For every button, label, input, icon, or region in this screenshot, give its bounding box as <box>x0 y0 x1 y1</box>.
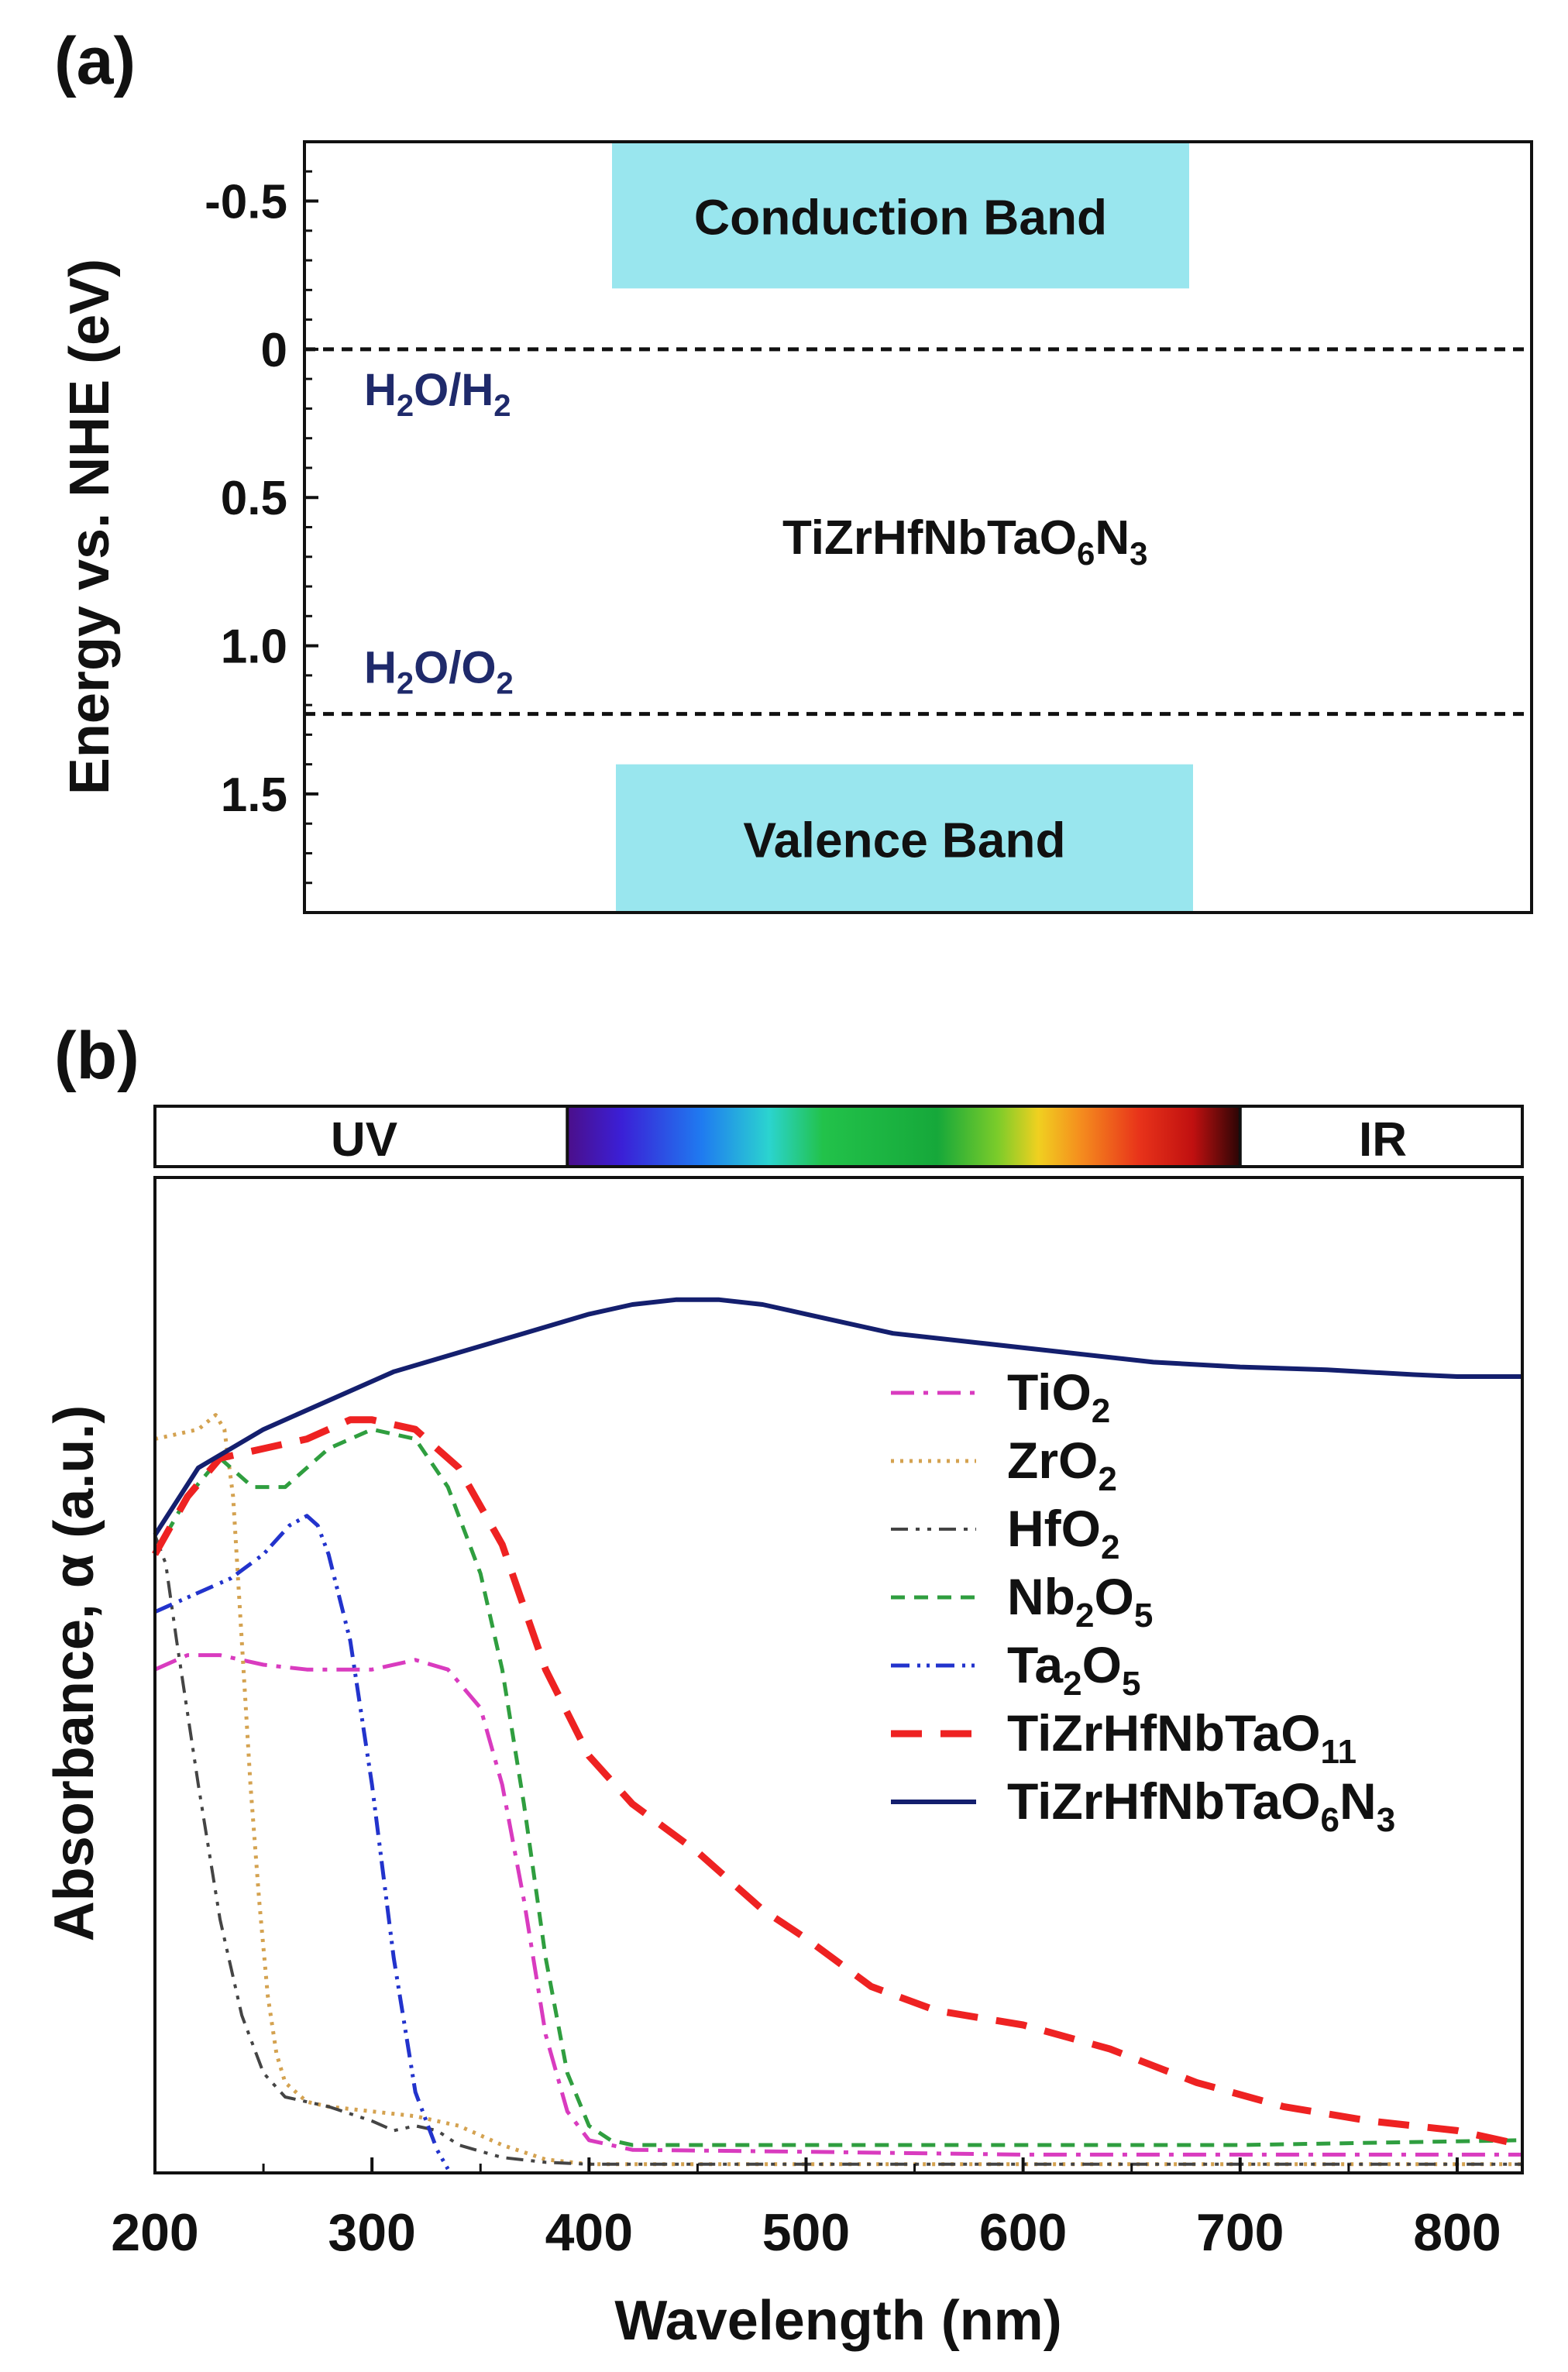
series-tio2-line <box>153 1653 1522 2157</box>
panel-b-x-ticks: 200 300 400 500 600 700 800 <box>111 2157 1501 2262</box>
x-tick-label: 600 <box>979 2203 1067 2262</box>
series-ta2o5-line <box>153 1514 450 2171</box>
panel-a-y-axis-title: Energy vs. NHE (eV) <box>59 259 121 795</box>
visible-spectrum-gradient <box>567 1108 1240 1165</box>
x-tick-label: 500 <box>762 2203 850 2262</box>
panel-a-y-ticks: -0.5 0 0.5 1.0 1.5 <box>205 170 318 885</box>
x-tick-label: 400 <box>545 2203 633 2262</box>
conduction-band-label: Conduction Band <box>694 190 1107 246</box>
ir-label: IR <box>1359 1113 1407 1167</box>
series-hfo2-line <box>153 1534 1522 2166</box>
legend-label-ta2o5: Ta2O5 <box>1007 1636 1140 1703</box>
series-tizrhfnbtao11-line <box>152 1416 1523 2149</box>
spectrum-bar: UV IR <box>153 1105 1524 1168</box>
y-tick-label: 1.5 <box>221 768 287 822</box>
legend-label-tizrhfnbtao6n3: TiZrHfNbTaO6N3 <box>1007 1772 1395 1839</box>
material-formula-label: TiZrHfNbTaO6N3 <box>782 511 1148 572</box>
series-nb2o5-line <box>153 1427 1523 2147</box>
panel-b-label: (b) <box>54 1019 139 1093</box>
series-tizrhfnbtao6n3-line <box>153 1297 1522 1537</box>
panel-a: (a) Conduction Band Valence Band H2O/H2 … <box>54 24 1533 914</box>
series-zro2-line <box>154 1413 1522 2167</box>
x-tick-label: 800 <box>1413 2203 1501 2262</box>
series-group <box>152 1297 1523 2171</box>
legend-label-zro2: ZrO2 <box>1007 1432 1117 1498</box>
legend-label-tizrhfnbtao11: TiZrHfNbTaO11 <box>1007 1704 1357 1771</box>
panel-b-y-axis-title: Absorbance, α (a.u.) <box>43 1405 105 1941</box>
panel-b: (b) UV IR 200 300 400 500 600 700 800 Waveleng… <box>43 1019 1524 2352</box>
x-tick-label: 700 <box>1196 2203 1284 2262</box>
legend-label-tio2: TiO2 <box>1007 1363 1110 1430</box>
y-tick-label: -0.5 <box>205 176 287 229</box>
x-tick-label: 300 <box>328 2203 415 2262</box>
y-tick-label: 0.5 <box>221 472 287 525</box>
y-tick-label: 1.0 <box>221 621 287 674</box>
x-tick-label: 200 <box>111 2203 198 2262</box>
legend: TiO2ZrO2HfO2Nb2O5Ta2O5TiZrHfNbTaO11TiZrH… <box>891 1363 1395 1839</box>
uv-label: UV <box>331 1113 397 1167</box>
panel-b-x-axis-title: Wavelength (nm) <box>614 2290 1061 2352</box>
h2o-h2-label: H2O/H2 <box>364 365 511 423</box>
y-tick-label: 0 <box>261 324 287 377</box>
conduction-band-rect <box>612 143 1189 289</box>
legend-label-nb2o5: Nb2O5 <box>1007 1568 1153 1635</box>
legend-label-hfo2: HfO2 <box>1007 1500 1119 1566</box>
panel-a-label: (a) <box>54 24 136 98</box>
valence-band-rect <box>616 764 1193 911</box>
valence-band-label: Valence Band <box>743 812 1065 868</box>
panel-b-frame <box>153 1176 1524 2174</box>
h2o-o2-label: H2O/O2 <box>364 643 514 701</box>
